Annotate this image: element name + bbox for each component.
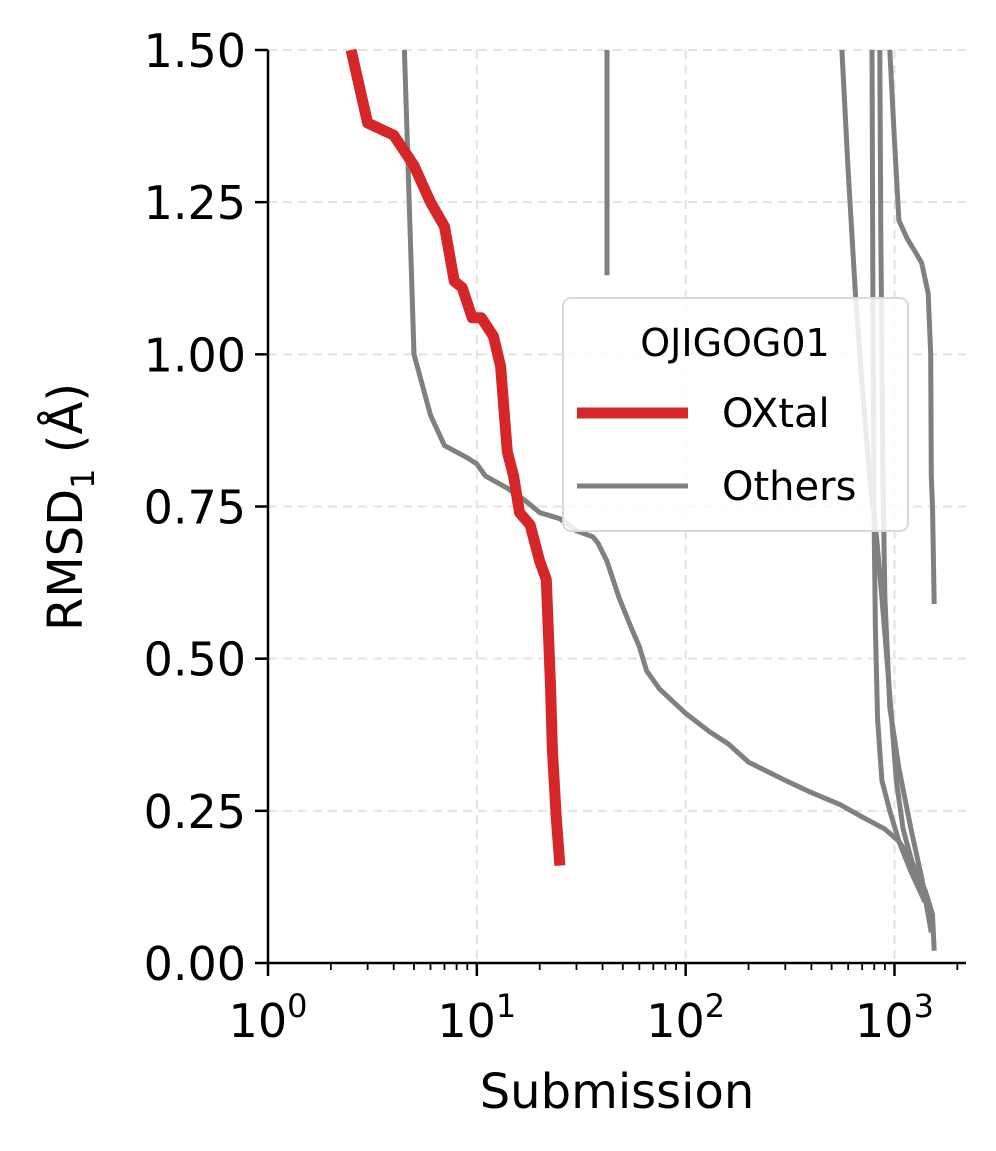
series-line-others: [839, 49, 928, 903]
legend-title: OJIGOG01: [640, 321, 829, 365]
series-line-oxtal: [345, 48, 566, 867]
y-tick-label: 1.25: [144, 176, 246, 230]
y-tick-label: 0.75: [144, 481, 246, 535]
legend: OJIGOG01 OXtal Others: [562, 297, 909, 532]
series-line-others: [401, 49, 937, 951]
legend-label-oxtal: OXtal: [722, 391, 830, 437]
y-tick-label: 0.50: [144, 633, 246, 687]
series-line-others: [877, 49, 934, 934]
x-axis-label: Submission: [480, 1064, 755, 1120]
y-axis-label-subscript: 1: [64, 468, 102, 488]
y-tick-label: 1.50: [144, 24, 246, 78]
legend-label-others: Others: [722, 464, 856, 510]
y-axis-label: RMSD1 (Å): [37, 383, 102, 631]
y-axis-label-main: RMSD: [38, 489, 94, 631]
x-tick-label: 103: [855, 987, 934, 1048]
y-tick-label: 0.00: [144, 937, 246, 991]
x-tick-label: 101: [437, 987, 516, 1048]
series-lines: [345, 48, 937, 951]
x-tick-label: 102: [646, 987, 725, 1048]
y-tick-label: 1.00: [144, 328, 246, 382]
legend-box: [562, 297, 909, 532]
y-axis-label-unit: (Å): [37, 383, 94, 469]
x-tick-label: 100: [229, 987, 308, 1048]
series-line-others: [887, 49, 937, 604]
y-tick-label: 0.25: [144, 785, 246, 839]
ticks: 0.00 0.25 0.50 0.75 1.00 1.25 1.50 100 101 102 103: [144, 24, 959, 1048]
